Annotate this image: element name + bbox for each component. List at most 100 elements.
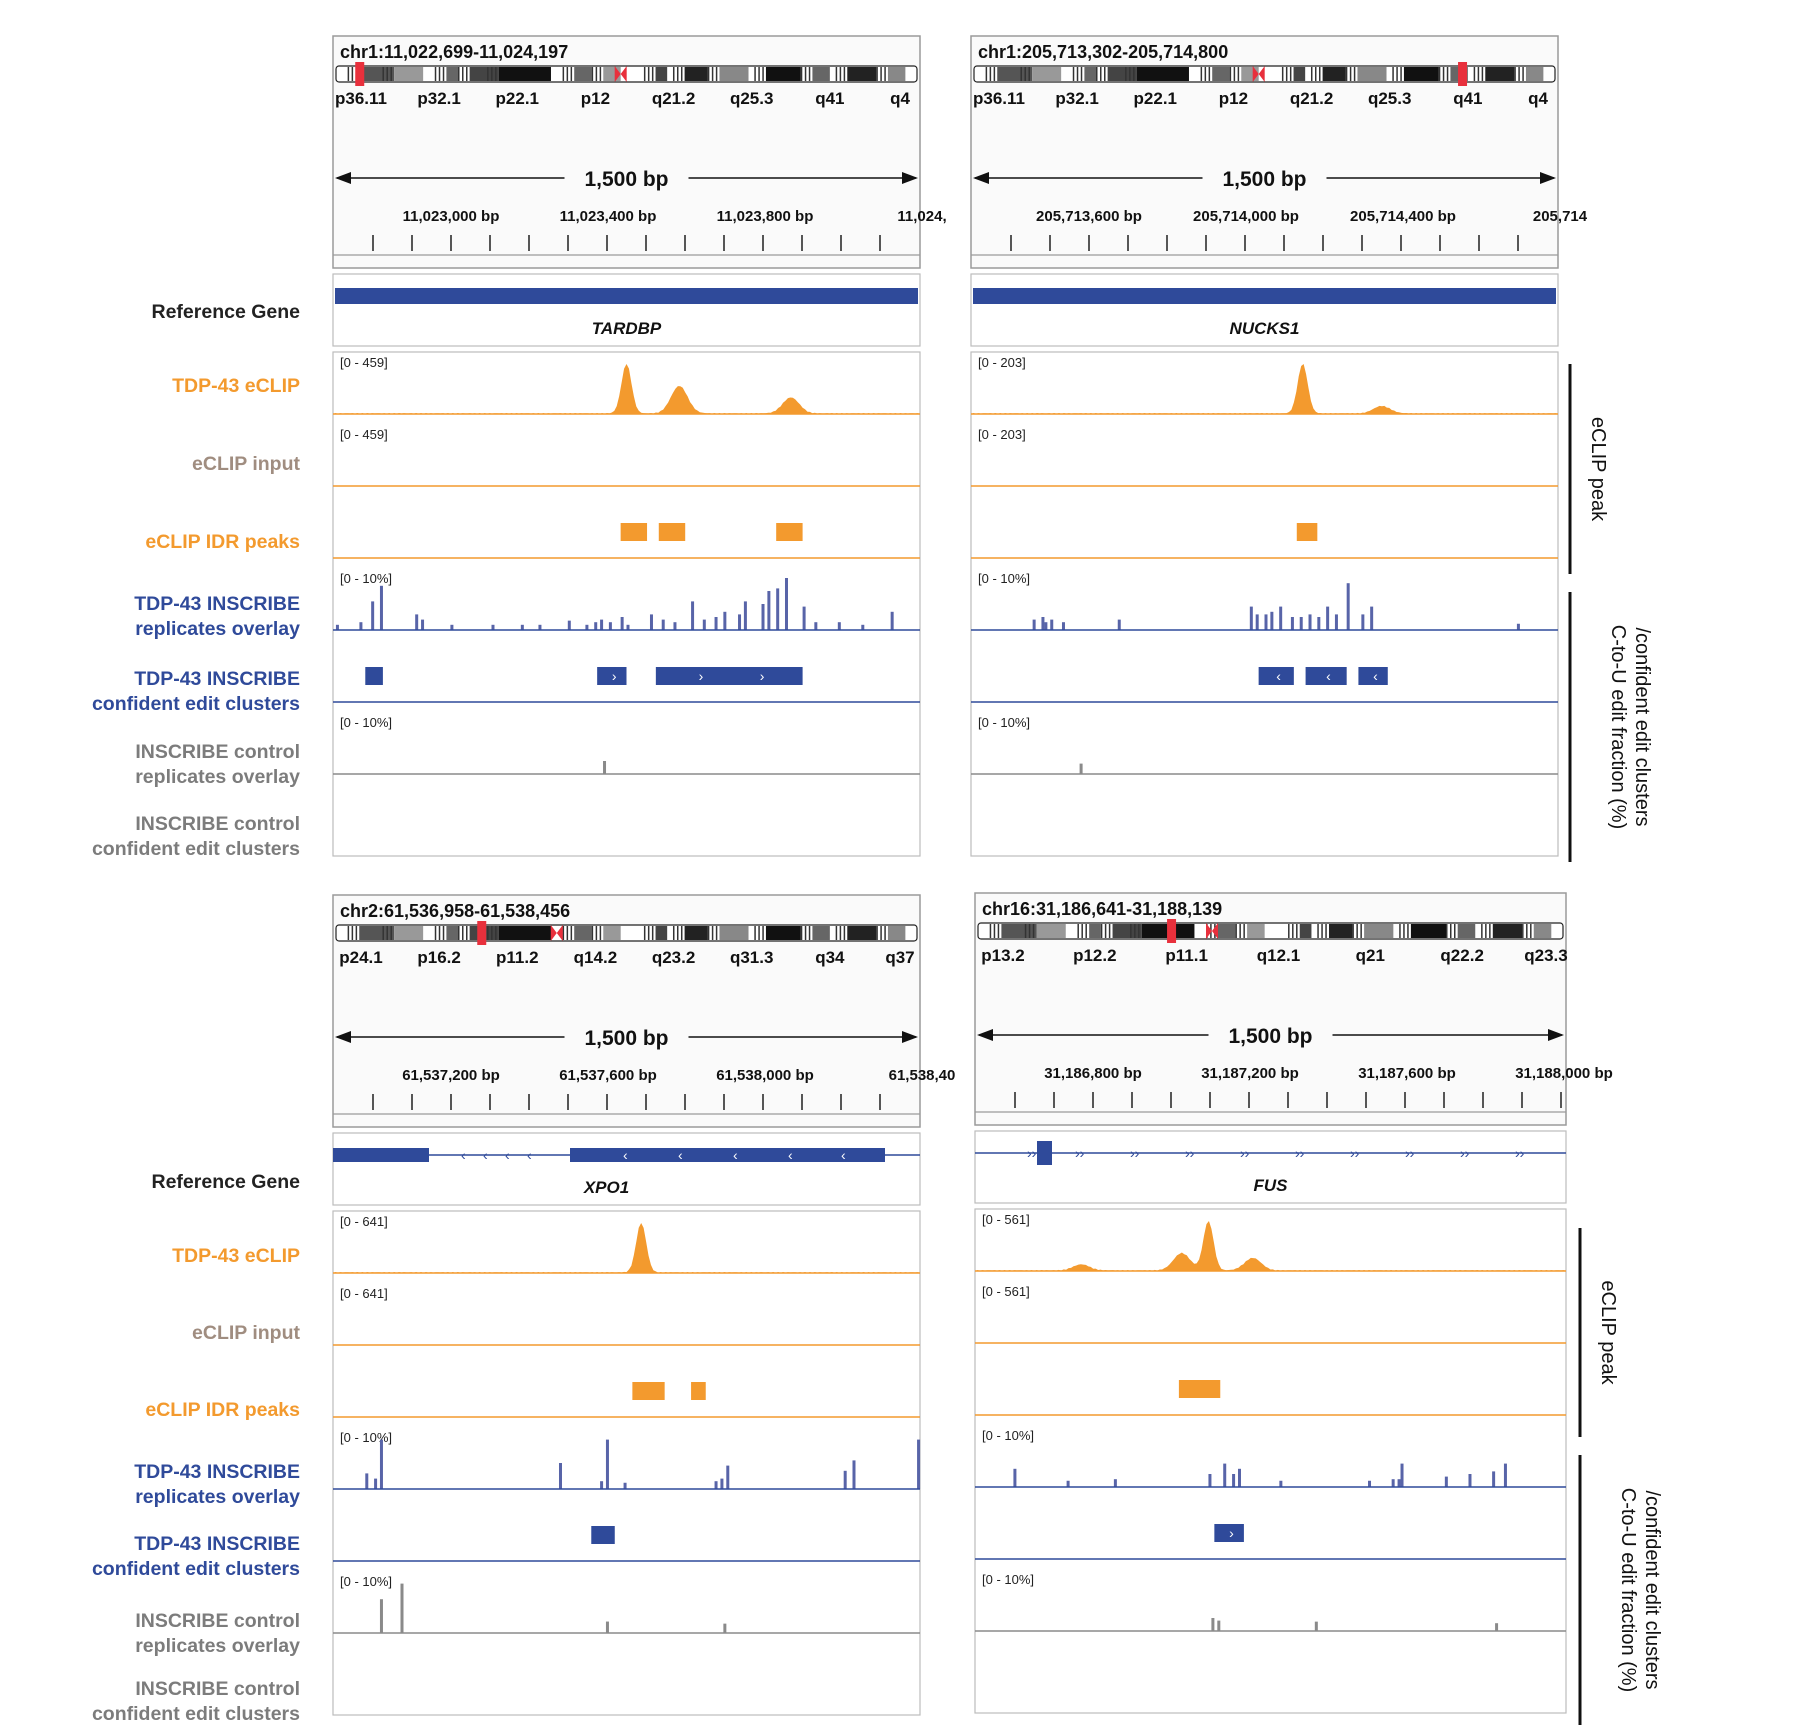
inscribe-bar: [1361, 614, 1365, 630]
inscribe-bar: [661, 619, 665, 630]
cytoband-stripe: [347, 926, 350, 940]
cytoband-stripe: [843, 67, 846, 81]
locus-label: chr2:61,536,958-61,538,456: [340, 901, 570, 921]
cytoband-label: q23.2: [652, 948, 695, 967]
label-inscribe-rep-bottom: TDP-43 INSCRIBE replicates overlay: [134, 1461, 300, 1508]
gene-name: XPO1: [583, 1178, 629, 1197]
cytoband-stripe: [1024, 67, 1026, 81]
cytoband: [847, 67, 877, 81]
cytoband-stripe: [808, 67, 811, 81]
strand-arrow: ‹: [527, 1147, 532, 1163]
cytoband-stripe: [1028, 67, 1030, 81]
cytoband-stripe: [884, 926, 886, 940]
cytoband-stripe: [707, 67, 710, 81]
inscribe-bar: [738, 614, 742, 630]
cytoband: [719, 926, 749, 940]
inscribe-bar: [767, 591, 771, 630]
strand-arrow: ››: [1515, 1145, 1525, 1161]
cytoband: [446, 67, 459, 81]
idr-peak: [1296, 523, 1318, 541]
cytoband-stripe: [566, 67, 569, 81]
cytoband-label: p12.2: [1073, 946, 1116, 965]
inscribe-bar: [1346, 583, 1350, 630]
cytoband-stripe: [1100, 67, 1102, 81]
cytoband-label: p13.2: [981, 946, 1024, 965]
cytoband-stripe: [876, 67, 878, 81]
cytoband-stripe: [1522, 67, 1524, 81]
ruler-label: 31,187,200 bp: [1201, 1065, 1299, 1082]
cytoband-stripe: [672, 67, 675, 81]
inscribe-bar: [1492, 1471, 1496, 1487]
control-bar: [603, 761, 607, 774]
inscribe-bar: [843, 1470, 847, 1489]
locus-label: chr1:11,022,699-11,024,197: [340, 42, 568, 62]
cytoband-stripe: [1296, 924, 1298, 938]
control-bar: [1211, 1618, 1215, 1631]
control-bar: [723, 1623, 727, 1633]
cluster-strand: ‹: [1373, 668, 1378, 684]
centromere: [1206, 923, 1218, 939]
cytoband-stripe: [442, 926, 445, 940]
cytoband-stripe: [1481, 924, 1483, 938]
centromere: [550, 925, 563, 941]
cytoband-stripe: [1446, 67, 1449, 81]
cytoband-stripe: [997, 924, 1000, 938]
inscribe-bar: [714, 617, 718, 630]
cytoband: [498, 67, 551, 81]
label-control-cl-bottom: INSCRIBE control confident edit clusters: [91, 1678, 300, 1725]
cytoband-stripe: [1072, 67, 1075, 81]
cluster-strand: ›: [1229, 1525, 1234, 1541]
inscribe-bar: [1117, 619, 1121, 630]
inscribe-bar: [365, 1473, 369, 1489]
cytoband: [1492, 924, 1523, 938]
strand-arrow: ››: [1027, 1145, 1037, 1161]
cytoband-stripe: [382, 926, 384, 940]
inscribe-bar: [379, 585, 383, 630]
cytoband-label: p36.11: [973, 89, 1025, 108]
idr-peak: [776, 523, 803, 541]
cytoband-stripe: [390, 67, 392, 81]
arrowhead-right: [1540, 172, 1556, 184]
inscribe-bar: [673, 622, 677, 630]
ruler-label: 61,537,600 bp: [559, 1067, 657, 1084]
track-range: [0 - 561]: [982, 1212, 1030, 1227]
cytoband-stripe: [647, 67, 650, 81]
locus-label: chr1:205,713,302-205,714,800: [978, 42, 1228, 62]
vertical-label: C-to-U edit fraction (%): [1607, 625, 1629, 830]
inscribe-bar: [1334, 614, 1338, 630]
cytoband-label: q4: [1528, 89, 1548, 108]
cytoband-stripe: [355, 926, 358, 940]
cytoband-stripe: [1399, 924, 1401, 938]
cytoband-stripe: [1229, 67, 1232, 81]
cytoband-stripe: [491, 67, 493, 81]
strand-arrow: ‹: [733, 1147, 738, 1163]
gene-track-box: [332, 1132, 921, 1206]
cytoband-stripe: [1289, 67, 1292, 81]
cytoband-label: q31.3: [730, 948, 773, 967]
cytoband-stripe: [1514, 67, 1516, 81]
inscribe-bar: [608, 622, 612, 630]
inscribe-bar: [594, 622, 598, 630]
cytoband-stripe: [1108, 924, 1111, 938]
inscribe-bar: [1032, 619, 1036, 630]
cytoband-stripe: [676, 926, 679, 940]
strand-arrow: ››: [1185, 1145, 1195, 1161]
edit-cluster: [1358, 667, 1388, 685]
cytoband-stripe: [570, 926, 573, 940]
cytoband-stripe: [1288, 924, 1290, 938]
gene-exon: [570, 1148, 885, 1162]
cytoband-stripe: [880, 67, 882, 81]
cytoband-label: q41: [815, 89, 844, 108]
strand-arrow: ››: [1350, 1145, 1360, 1161]
cytoband-stripe: [1130, 924, 1132, 938]
cytoband: [446, 926, 459, 940]
cytoband: [1403, 67, 1439, 81]
inscribe-bar: [1397, 1479, 1401, 1487]
gene-name: TARDBP: [592, 319, 662, 338]
cytoband: [1217, 924, 1236, 938]
cytoband-stripe: [491, 926, 493, 940]
inscribe-bar: [1270, 611, 1274, 630]
inscribe-bar: [852, 1460, 856, 1489]
inscribe-bar: [605, 1439, 609, 1489]
inscribe-bar: [814, 622, 818, 630]
